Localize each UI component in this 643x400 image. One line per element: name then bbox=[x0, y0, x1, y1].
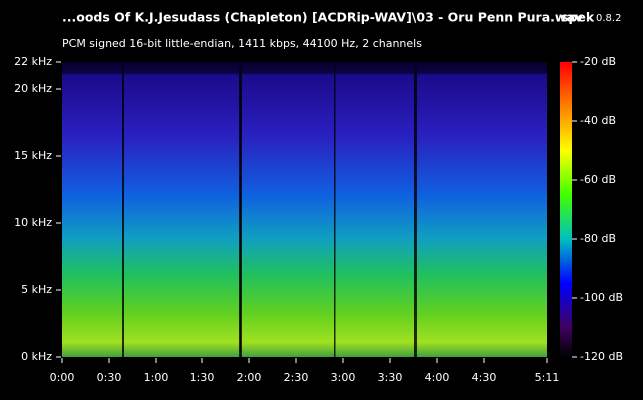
top-band bbox=[62, 62, 547, 74]
time-label: 0:30 bbox=[97, 371, 122, 384]
spectrogram bbox=[62, 62, 547, 357]
frequency-label: 5 kHz bbox=[21, 283, 52, 296]
time-label: 5:11 bbox=[535, 371, 560, 384]
level-label: -20 dB bbox=[580, 55, 616, 68]
gap-stripe bbox=[122, 62, 124, 357]
frequency-label: 15 kHz bbox=[14, 149, 52, 162]
level-label: -60 dB bbox=[580, 173, 616, 186]
time-label: 1:00 bbox=[144, 371, 169, 384]
time-label: 1:30 bbox=[190, 371, 215, 384]
time-label: 2:30 bbox=[284, 371, 309, 384]
time-label: 3:30 bbox=[378, 371, 403, 384]
gap-stripe bbox=[240, 62, 241, 357]
time-label: 2:00 bbox=[237, 371, 262, 384]
time-label: 0:00 bbox=[50, 371, 75, 384]
level-label: -100 dB bbox=[580, 291, 623, 304]
spectrogram-gaps bbox=[62, 62, 547, 357]
time-label: 4:00 bbox=[425, 371, 450, 384]
time-label: 3:00 bbox=[331, 371, 356, 384]
level-colorbar bbox=[560, 62, 572, 357]
level-label: -80 dB bbox=[580, 232, 616, 245]
frequency-label: 22 kHz bbox=[14, 55, 52, 68]
frequency-label: 20 kHz bbox=[14, 82, 52, 95]
file-title: ...oods Of K.J.Jesudass (Chapleton) [ACD… bbox=[62, 10, 583, 25]
app-name: spek bbox=[561, 10, 595, 25]
level-label: -40 dB bbox=[580, 114, 616, 127]
frequency-label: 10 kHz bbox=[14, 216, 52, 229]
stream-info: PCM signed 16-bit little-endian, 1411 kb… bbox=[62, 37, 422, 50]
gap-stripe bbox=[414, 62, 417, 357]
gap-stripe bbox=[334, 62, 336, 357]
time-label: 4:30 bbox=[472, 371, 497, 384]
level-label: -120 dB bbox=[580, 350, 623, 363]
frequency-label: 0 kHz bbox=[21, 350, 52, 363]
app-version: 0.8.2 bbox=[596, 13, 621, 24]
